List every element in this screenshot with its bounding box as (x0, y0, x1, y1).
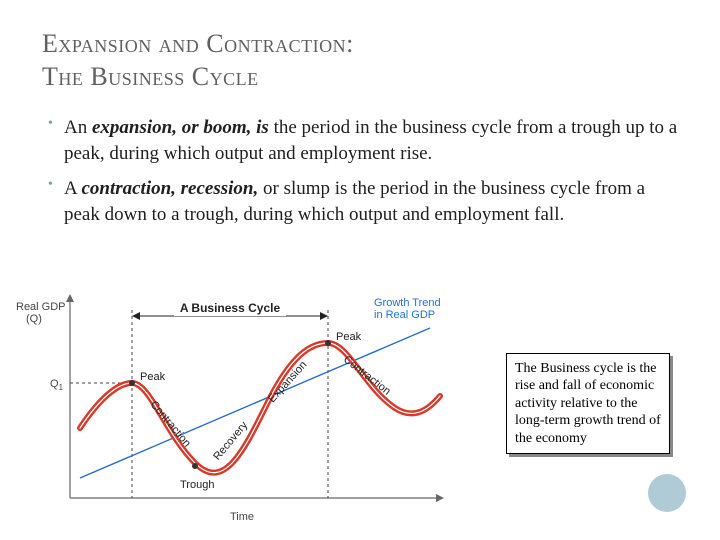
peak-dot (325, 340, 331, 346)
bullet-item: An expansion, or boom, is the period in … (42, 115, 678, 166)
cycle-span-arrow-left-icon (132, 312, 140, 320)
chart-svg: Real GDP (Q) Q1 Time A Business Cycle Gr… (10, 288, 460, 528)
trend-line (80, 328, 430, 478)
decorative-circle-icon (648, 474, 686, 512)
contraction1-label: Contraction (148, 399, 193, 450)
peak2-label: Peak (336, 331, 362, 343)
cycle-curve-inner (80, 343, 440, 473)
slide-title: Expansion and Contraction: The Business … (42, 28, 678, 93)
x-axis-label: Time (230, 511, 254, 523)
cycle-title: A Business Cycle (180, 301, 281, 315)
business-cycle-chart: Real GDP (Q) Q1 Time A Business Cycle Gr… (10, 288, 460, 528)
callout-box: The Business cycle is the rise and fall … (506, 353, 670, 455)
cycle-span-arrow-right-icon (320, 312, 328, 320)
bullet-item: A contraction, recession, or slump is th… (42, 176, 678, 227)
y-axis-label: Real GDP (Q) (16, 301, 68, 325)
callout-text: The Business cycle is the rise and fall … (515, 361, 661, 446)
trend-label: Growth Trend in Real GDP (374, 297, 444, 321)
contraction2-label: Contraction (341, 354, 393, 398)
bullet-list: An expansion, or boom, is the period in … (42, 115, 678, 228)
peak1-label: Peak (140, 371, 166, 383)
title-line-1: Expansion and Contraction: (42, 29, 354, 58)
trough-label: Trough (180, 479, 214, 491)
cycle-curve-outer (80, 343, 440, 473)
x-axis-arrow-icon (436, 494, 444, 502)
peak-dot (129, 380, 135, 386)
title-line-2: The Business Cycle (42, 62, 259, 91)
q1-label: Q1 (50, 378, 64, 392)
trough-dot (192, 463, 198, 469)
